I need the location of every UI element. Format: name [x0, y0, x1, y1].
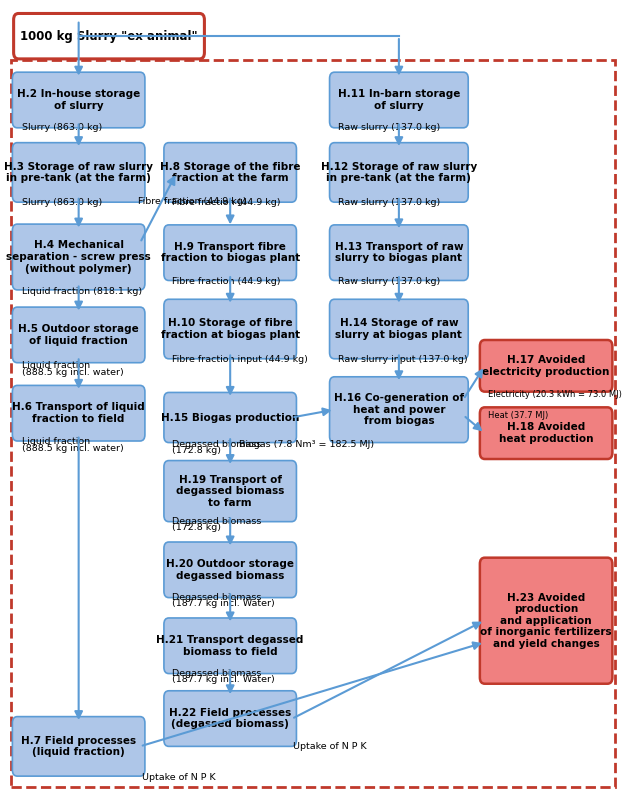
Text: H.22 Field processes
(degassed biomass): H.22 Field processes (degassed biomass) — [169, 708, 291, 729]
Text: H.8 Storage of the fibre
fraction at the farm: H.8 Storage of the fibre fraction at the… — [160, 161, 300, 183]
FancyBboxPatch shape — [13, 143, 145, 202]
FancyBboxPatch shape — [13, 224, 145, 290]
Text: H.11 In-barn storage
of slurry: H.11 In-barn storage of slurry — [337, 89, 460, 111]
Text: H.21 Transport degassed
biomass to field: H.21 Transport degassed biomass to field — [156, 635, 304, 657]
FancyBboxPatch shape — [329, 300, 468, 359]
Text: Liquid fraction: Liquid fraction — [21, 437, 90, 447]
Text: Biogas (7.8 Nm³ = 182.5 MJ): Biogas (7.8 Nm³ = 182.5 MJ) — [239, 439, 374, 448]
Text: H.12 Storage of raw slurry
in pre-tank (at the farm): H.12 Storage of raw slurry in pre-tank (… — [321, 161, 477, 183]
Text: Slurry (863.0 kg): Slurry (863.0 kg) — [21, 123, 102, 133]
FancyBboxPatch shape — [164, 392, 297, 443]
FancyBboxPatch shape — [164, 460, 297, 522]
FancyBboxPatch shape — [480, 340, 612, 392]
FancyBboxPatch shape — [13, 72, 145, 128]
Text: Raw slurry (137.0 kg): Raw slurry (137.0 kg) — [337, 123, 440, 133]
Text: H.16 Co-generation of
heat and power
from biogas: H.16 Co-generation of heat and power fro… — [334, 393, 464, 427]
Text: Degassed biomass: Degassed biomass — [172, 517, 261, 527]
Text: Fibre fraction (44.9 kg): Fibre fraction (44.9 kg) — [172, 276, 280, 286]
Text: (888.5 kg incl. water): (888.5 kg incl. water) — [21, 368, 123, 376]
Text: H.6 Transport of liquid
fraction to field: H.6 Transport of liquid fraction to fiel… — [13, 403, 145, 424]
Text: H.20 Outdoor storage
degassed biomass: H.20 Outdoor storage degassed biomass — [166, 559, 294, 581]
FancyBboxPatch shape — [164, 143, 297, 202]
FancyBboxPatch shape — [164, 300, 297, 359]
Text: Fibre fraction input (44.9 kg): Fibre fraction input (44.9 kg) — [172, 355, 308, 364]
Text: Liquid fraction (818.1 kg): Liquid fraction (818.1 kg) — [21, 287, 141, 296]
Text: (187.7 kg incl. Water): (187.7 kg incl. Water) — [172, 599, 275, 608]
Text: Uptake of N P K: Uptake of N P K — [143, 773, 216, 782]
Text: H.9 Transport fibre
fraction to biogas plant: H.9 Transport fibre fraction to biogas p… — [160, 242, 300, 264]
FancyBboxPatch shape — [164, 618, 297, 674]
Text: H.23 Avoided
production
and application
of inorganic fertilizers
and yield chang: H.23 Avoided production and application … — [480, 593, 612, 649]
FancyBboxPatch shape — [480, 558, 612, 684]
FancyBboxPatch shape — [164, 542, 297, 598]
Text: Liquid fraction: Liquid fraction — [21, 360, 90, 370]
Text: H.4 Mechanical
separation - screw press
(without polymer): H.4 Mechanical separation - screw press … — [6, 240, 151, 273]
FancyBboxPatch shape — [14, 14, 205, 59]
Text: H.15 Biogas production: H.15 Biogas production — [161, 412, 299, 423]
Text: H.19 Transport of
degassed biomass
to farm: H.19 Transport of degassed biomass to fa… — [176, 475, 284, 507]
FancyBboxPatch shape — [480, 407, 612, 459]
FancyBboxPatch shape — [329, 143, 468, 202]
Text: Fibre fraction (44.9 kg): Fibre fraction (44.9 kg) — [172, 197, 280, 207]
Text: H.3 Storage of raw slurry
in pre-tank (at the farm): H.3 Storage of raw slurry in pre-tank (a… — [4, 161, 153, 183]
Text: (888.5 kg incl. water): (888.5 kg incl. water) — [21, 444, 123, 453]
Text: (172.8 kg): (172.8 kg) — [172, 523, 221, 532]
Text: Degassed biomass: Degassed biomass — [172, 439, 261, 448]
Text: Raw slurry input (137.0 kg): Raw slurry input (137.0 kg) — [337, 355, 467, 364]
Text: Raw slurry (137.0 kg): Raw slurry (137.0 kg) — [337, 197, 440, 207]
FancyBboxPatch shape — [164, 225, 297, 280]
Text: H.17 Avoided
electricity production: H.17 Avoided electricity production — [483, 355, 610, 376]
Text: Raw slurry (137.0 kg): Raw slurry (137.0 kg) — [337, 276, 440, 286]
Text: Slurry (863.0 kg): Slurry (863.0 kg) — [21, 197, 102, 207]
Text: H.7 Field processes
(liquid fraction): H.7 Field processes (liquid fraction) — [21, 736, 136, 757]
FancyBboxPatch shape — [13, 717, 145, 776]
FancyBboxPatch shape — [329, 225, 468, 280]
Text: (172.8 kg): (172.8 kg) — [172, 446, 221, 455]
Text: Degassed biomass: Degassed biomass — [172, 669, 261, 678]
Text: H.10 Storage of fibre
fraction at biogas plant: H.10 Storage of fibre fraction at biogas… — [161, 318, 300, 340]
FancyBboxPatch shape — [329, 72, 468, 128]
FancyBboxPatch shape — [164, 691, 297, 746]
Text: Electricity (20.3 kWh = 73.0 MJ): Electricity (20.3 kWh = 73.0 MJ) — [488, 390, 622, 399]
Text: Fibre fraction (44.9 kg): Fibre fraction (44.9 kg) — [138, 197, 247, 206]
Text: H.14 Storage of raw
slurry at biogas plant: H.14 Storage of raw slurry at biogas pla… — [336, 318, 463, 340]
FancyBboxPatch shape — [13, 307, 145, 363]
Text: Heat (37.7 MJ): Heat (37.7 MJ) — [488, 411, 548, 420]
Text: 1000 kg Slurry "ex animal": 1000 kg Slurry "ex animal" — [20, 30, 198, 42]
Text: Uptake of N P K: Uptake of N P K — [294, 742, 367, 751]
Text: H.13 Transport of raw
slurry to biogas plant: H.13 Transport of raw slurry to biogas p… — [334, 242, 463, 264]
FancyBboxPatch shape — [13, 385, 145, 441]
Text: Degassed biomass: Degassed biomass — [172, 593, 261, 602]
FancyBboxPatch shape — [329, 377, 468, 443]
Text: H.2 In-house storage
of slurry: H.2 In-house storage of slurry — [17, 89, 140, 111]
Text: H.18 Avoided
heat production: H.18 Avoided heat production — [499, 423, 593, 444]
Text: H.5 Outdoor storage
of liquid fraction: H.5 Outdoor storage of liquid fraction — [18, 324, 139, 346]
Text: (187.7 kg incl. Water): (187.7 kg incl. Water) — [172, 675, 275, 684]
